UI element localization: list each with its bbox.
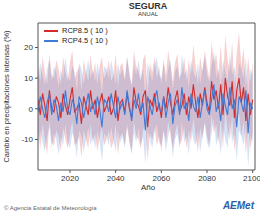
html-text:Año: Año bbox=[140, 183, 156, 192]
html-text:© Agencia Estatal de Meteorolo: © Agencia Estatal de Meteorología bbox=[4, 205, 97, 211]
html-text:RCP4.5 ( 10 ): RCP4.5 ( 10 ) bbox=[62, 36, 108, 45]
html-text:SEGURA: SEGURA bbox=[128, 1, 168, 11]
svg-text:20: 20 bbox=[24, 43, 33, 52]
svg-text:2100: 2100 bbox=[243, 174, 252, 183]
svg-text:2080: 2080 bbox=[198, 174, 216, 183]
svg-text:Cambio en precipitaciones inte: Cambio en precipitaciones intensas (%) bbox=[8, 30, 11, 163]
html-text:AEMet: AEMet bbox=[222, 200, 254, 211]
svg-text:2040: 2040 bbox=[107, 174, 125, 183]
svg-text:2060: 2060 bbox=[152, 174, 170, 183]
svg-text:-10: -10 bbox=[21, 135, 33, 144]
svg-text:2020: 2020 bbox=[61, 174, 79, 183]
html-text:ANUAL: ANUAL bbox=[138, 11, 158, 17]
svg-text:10: 10 bbox=[24, 74, 33, 83]
svg-text:0: 0 bbox=[29, 105, 34, 114]
html-text:RCP8.5 ( 10 ): RCP8.5 ( 10 ) bbox=[62, 26, 108, 35]
